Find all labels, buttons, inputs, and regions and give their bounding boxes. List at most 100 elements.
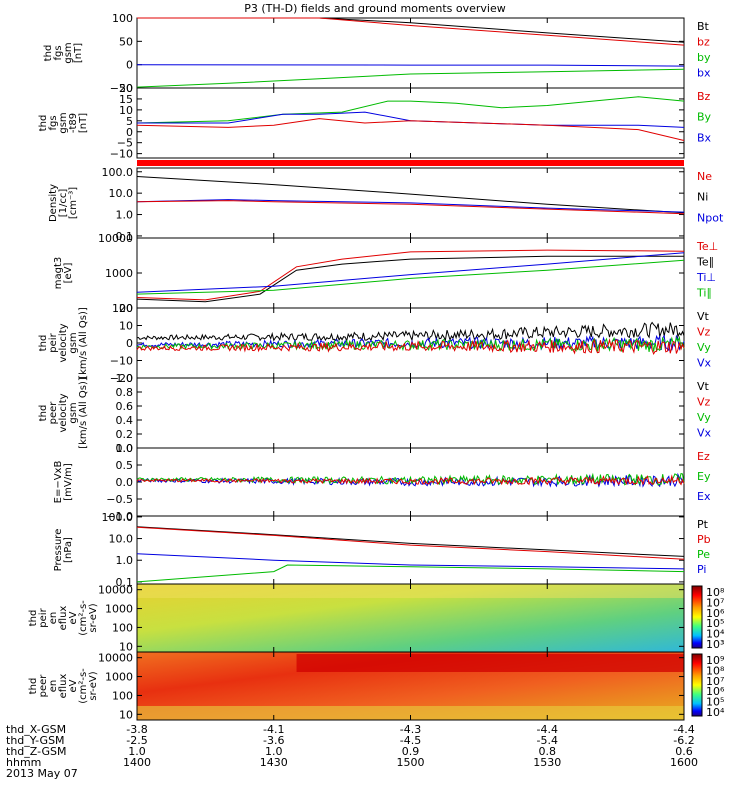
time-axis-value: 1400 [123, 756, 151, 769]
y-tick-label: 1000 [105, 603, 133, 616]
y-axis-label-line: sr-eV) [88, 671, 99, 700]
time-axis-value: 1430 [260, 756, 288, 769]
y-axis-label-line: thd [38, 115, 49, 132]
y-axis-label-line: eV [68, 611, 79, 624]
y-axis-label-line: [mV/m] [63, 463, 74, 501]
series-Bx [137, 111, 685, 128]
y-axis-label-line: [nT] [78, 113, 89, 133]
legend-Ti⊥: Ti⊥ [696, 271, 716, 284]
y-tick-label: 15 [119, 93, 133, 106]
time-axis-value: -3.8 [126, 723, 147, 736]
y-tick-label: −10 [110, 148, 133, 161]
y-axis-label-line: peir [48, 332, 59, 352]
y-tick-label: 1.0 [116, 554, 134, 567]
y-tick-label: 10000 [98, 652, 133, 665]
y-axis-label-line: velocity [58, 323, 69, 362]
legend-Bz: Bz [697, 90, 711, 103]
series-Ez [136, 474, 685, 486]
y-axis-label-line: gsm [58, 112, 69, 133]
y-axis-label: Pressure [nPa] [53, 529, 74, 572]
y-axis-label-line: sr-eV) [88, 603, 99, 632]
colorbar-tick-label: 10⁵ [706, 617, 724, 630]
time-axis-value: -4.3 [400, 723, 421, 736]
y-axis-label-line: [1/cc] [58, 189, 69, 218]
y-tick-label: 0.4 [116, 414, 134, 427]
y-axis-label-line: [nT] [73, 43, 84, 63]
y-axis-label-line: peer [38, 674, 49, 698]
chart-title: P3 (TH-D) fields and ground moments over… [244, 2, 506, 15]
y-axis-label: magt3 [eV] [53, 257, 74, 290]
colorbar-tick-label: 10⁶ [706, 607, 725, 620]
legend-Vz: Vz [697, 326, 711, 339]
legend-Te∥: Te∥ [696, 256, 714, 269]
y-tick-label: 20 [119, 82, 133, 95]
y-axis-label: thd peer en eflux eV (cm²-s-sr-eV) [28, 668, 99, 704]
time-axis-value: 1.0 [128, 745, 146, 758]
colorbar-tick-label: 10⁸ [706, 586, 725, 599]
y-tick-label: 0 [126, 59, 133, 72]
y-tick-label: 10 [119, 708, 133, 721]
legend-Pe: Pe [697, 548, 710, 561]
colorbar [691, 653, 703, 717]
time-axis-row-label: thd_Y-GSM [6, 734, 65, 747]
series-Pi [136, 553, 685, 570]
colorbar-tick-label: 10⁴ [706, 628, 725, 641]
y-tick-label: 100 [112, 621, 133, 634]
date-label: 2013 May 07 [6, 767, 78, 780]
legend-Pb: Pb [697, 533, 711, 546]
y-axis-label-line: gsm [63, 42, 74, 63]
series-Npot [136, 176, 685, 214]
y-tick-label: 10 [119, 640, 133, 653]
y-tick-label: −10 [110, 355, 133, 368]
series-Ti∥ [136, 259, 685, 295]
legend-Vt: Vt [697, 310, 710, 323]
y-axis-label-line: eflux [58, 606, 69, 631]
y-tick-label: 0.2 [116, 428, 134, 441]
y-tick-label: 1000 [105, 267, 133, 280]
time-axis-row-label: thd_Z-GSM [6, 745, 66, 758]
legend-Bx: Bx [697, 131, 712, 144]
y-axis-label-line: fgs [53, 45, 64, 60]
time-axis-row-label: hhmm [6, 756, 41, 769]
y-tick-label: 100.0 [102, 511, 134, 524]
panel-frame [136, 17, 685, 89]
series-Vy [136, 335, 685, 352]
legend-bz: bz [697, 36, 710, 49]
y-tick-label: −0.5 [106, 493, 133, 506]
legend-Vx: Vx [697, 357, 712, 370]
colorbar-tick-label: 10⁴ [706, 706, 725, 719]
time-axis-value: -6.2 [673, 734, 694, 747]
legend-Ex: Ex [697, 490, 711, 503]
y-axis-label-line: eflux [58, 674, 69, 699]
y-tick-label: 100 [112, 689, 133, 702]
colorbar-tick-label: 10⁷ [706, 675, 724, 688]
colorbar-tick-label: 10⁹ [706, 654, 724, 667]
y-axis-label-line: peer [48, 401, 59, 425]
time-axis-value: -3.6 [263, 734, 284, 747]
y-axis-label-line: E=−VxB [53, 461, 64, 504]
panel-frame [136, 515, 685, 585]
y-tick-label: 100 [112, 12, 133, 25]
y-axis-label-line: [nPa] [63, 537, 74, 563]
y-tick-label: 10 [119, 320, 133, 333]
y-axis-label-line: (cm²-s- [78, 600, 89, 636]
colorbar-tick-label: 10³ [706, 638, 724, 651]
series-by [136, 68, 685, 88]
y-tick-label: 1000 [105, 671, 133, 684]
y-tick-label: 0.8 [116, 386, 134, 399]
colorbar [691, 585, 703, 649]
y-axis-label-line: [km/s (All Qs)] [78, 377, 89, 449]
series-Bz [136, 118, 685, 141]
y-tick-label: −50 [110, 82, 133, 95]
legend-Ti∥: Ti∥ [696, 287, 712, 300]
series-Vz [136, 338, 685, 356]
colorbar-tick-label: 10⁶ [706, 685, 725, 698]
time-axis-row-label: thd_X-GSM [6, 723, 66, 736]
time-axis-value: -4.1 [263, 723, 284, 736]
y-tick-label: 10.0 [109, 187, 134, 200]
y-tick-label: 0 [126, 337, 133, 350]
y-tick-label: −5 [117, 137, 133, 150]
y-axis-label: E=−VxB [mV/m] [53, 461, 74, 504]
time-axis-value: -5.4 [537, 734, 558, 747]
y-axis-label-line: en [48, 612, 59, 625]
